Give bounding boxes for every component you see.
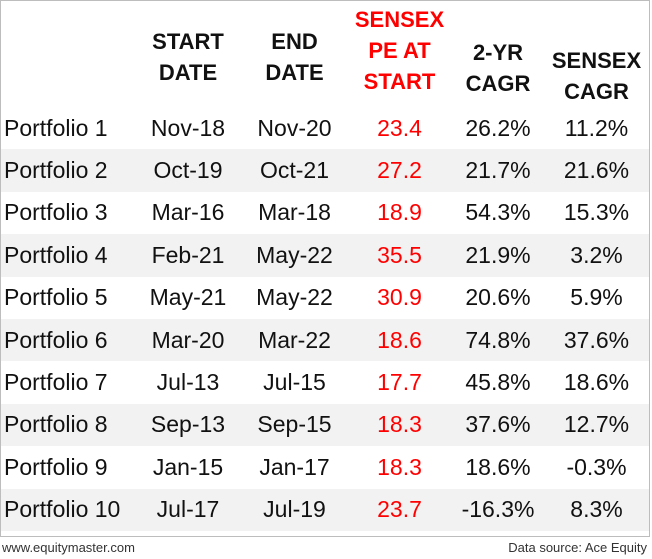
header-line: START	[152, 29, 224, 54]
sensex-cagr: 5.9%	[570, 284, 623, 311]
table-row: Portfolio 8 Sep-13 Sep-15 18.3 37.6% 12.…	[1, 403, 649, 447]
portfolio-returns-table: START DATE END DATE SENSEX PE AT START 2…	[1, 1, 649, 531]
table-body: Portfolio 1 Nov-18 Nov-20 23.4 26.2% 11.…	[1, 107, 649, 531]
header-end-date: END DATE	[242, 1, 347, 107]
sensex-pe: 30.9	[377, 284, 422, 311]
portfolio-name: Portfolio 6	[4, 326, 108, 353]
start-date: Mar-16	[151, 199, 225, 226]
table-row: Portfolio 1 Nov-18 Nov-20 23.4 26.2% 11.…	[1, 107, 649, 149]
end-date: Mar-18	[258, 199, 331, 226]
portfolio-name: Portfolio 8	[4, 411, 108, 438]
table-row: Portfolio 6 Mar-20 Mar-22 18.6 74.8% 37.…	[1, 318, 649, 362]
portfolio-name: Portfolio 7	[4, 369, 108, 396]
start-date: Sep-13	[150, 411, 226, 438]
header-line: 2-YR	[472, 40, 524, 65]
header-line: SENSEX	[354, 7, 445, 32]
sensex-cagr: 12.7%	[563, 411, 630, 438]
portfolio-cagr: 74.8%	[465, 326, 531, 353]
end-date: Oct-21	[259, 157, 330, 184]
start-date: Oct-19	[153, 157, 223, 184]
table-frame	[0, 0, 650, 537]
end-date: Mar-22	[258, 326, 331, 353]
end-date: May-22	[256, 284, 333, 311]
website-credit: www.equitymaster.com	[2, 540, 135, 555]
table-header: START DATE END DATE SENSEX PE AT START 2…	[1, 1, 649, 107]
portfolio-name: Portfolio 3	[4, 199, 108, 226]
sensex-pe: 18.9	[377, 199, 422, 226]
sensex-pe: 18.3	[377, 411, 422, 438]
table-row: Portfolio 10 Jul-17 Jul-19 23.7 -16.3% 8…	[1, 488, 649, 531]
portfolio-cagr: 21.7%	[465, 157, 531, 184]
sensex-pe: 23.4	[377, 114, 422, 141]
sensex-cagr: -0.3%	[566, 453, 627, 480]
sensex-pe: 27.2	[377, 157, 422, 184]
sensex-cagr: 3.2%	[570, 241, 623, 268]
portfolio-cagr: 20.6%	[465, 284, 531, 311]
header-line: CAGR	[465, 71, 531, 96]
end-date: Jul-19	[263, 496, 326, 523]
sensex-cagr: 21.6%	[563, 157, 630, 184]
sensex-cagr: 8.3%	[570, 496, 623, 523]
end-date: Jan-17	[259, 453, 330, 480]
header-sensex-pe: SENSEX PE AT START	[347, 1, 452, 107]
portfolio-cagr: 21.9%	[465, 241, 531, 268]
start-date: Feb-21	[151, 241, 225, 268]
sensex-cagr: 11.2%	[564, 114, 629, 141]
start-date: Jul-13	[156, 369, 220, 396]
portfolio-name: Portfolio 2	[4, 157, 108, 184]
portfolio-name: Portfolio 10	[4, 496, 121, 523]
start-date: May-21	[149, 284, 227, 311]
header-line: DATE	[158, 60, 218, 85]
portfolio-name: Portfolio 1	[4, 114, 108, 141]
header-sensex-cagr: SENSEX CAGR	[544, 1, 649, 107]
start-date: Mar-20	[151, 326, 225, 353]
table-row: Portfolio 5 May-21 May-22 30.9 20.6% 5.9…	[1, 277, 649, 319]
end-date: May-22	[256, 241, 333, 268]
portfolio-cagr: -16.3%	[461, 496, 535, 523]
table-row: Portfolio 2 Oct-19 Oct-21 27.2 21.7% 21.…	[1, 149, 649, 192]
portfolio-cagr: 18.6%	[465, 453, 531, 480]
sensex-cagr: 18.6%	[563, 369, 630, 396]
table-row: Portfolio 4 Feb-21 May-22 35.5 21.9% 3.2…	[1, 234, 649, 277]
header-start-date: START DATE	[134, 1, 242, 107]
portfolio-cagr: 26.2%	[465, 114, 531, 141]
start-date: Jan-15	[152, 453, 224, 480]
table-row: Portfolio 3 Mar-16 Mar-18 18.9 54.3% 15.…	[1, 192, 649, 234]
portfolio-cagr: 37.6%	[465, 411, 531, 438]
header-line: SENSEX	[551, 48, 642, 73]
sensex-pe: 18.3	[377, 453, 422, 480]
portfolio-name: Portfolio 4	[4, 241, 108, 268]
header-line: END	[271, 29, 318, 54]
sensex-pe: 35.5	[377, 241, 422, 268]
sensex-pe: 23.7	[377, 496, 422, 523]
portfolio-cagr: 54.3%	[465, 199, 531, 226]
table-row: Portfolio 9 Jan-15 Jan-17 18.3 18.6% -0.…	[1, 446, 649, 488]
header-portfolio	[1, 1, 134, 107]
data-source-note: Data source: Ace Equity	[508, 540, 647, 555]
table-row: Portfolio 7 Jul-13 Jul-15 17.7 45.8% 18.…	[1, 361, 649, 403]
header-line: PE AT	[368, 38, 431, 63]
header-2yr-cagr: 2-YR CAGR	[452, 1, 544, 107]
header-row: START DATE END DATE SENSEX PE AT START 2…	[1, 1, 649, 107]
end-date: Nov-20	[257, 114, 332, 141]
header-line: CAGR	[564, 79, 629, 104]
end-date: Jul-15	[263, 369, 326, 396]
header-line: START	[363, 69, 436, 94]
sensex-cagr: 37.6%	[563, 326, 630, 353]
sensex-cagr: 15.3%	[563, 199, 630, 226]
portfolio-name: Portfolio 5	[4, 284, 108, 311]
start-date: Jul-17	[156, 496, 220, 523]
portfolio-cagr: 45.8%	[465, 369, 531, 396]
sensex-pe: 18.6	[377, 326, 422, 353]
header-line: DATE	[265, 60, 324, 85]
portfolio-name: Portfolio 9	[4, 453, 108, 480]
end-date: Sep-15	[257, 411, 332, 438]
start-date: Nov-18	[150, 114, 226, 141]
sensex-pe: 17.7	[377, 369, 422, 396]
